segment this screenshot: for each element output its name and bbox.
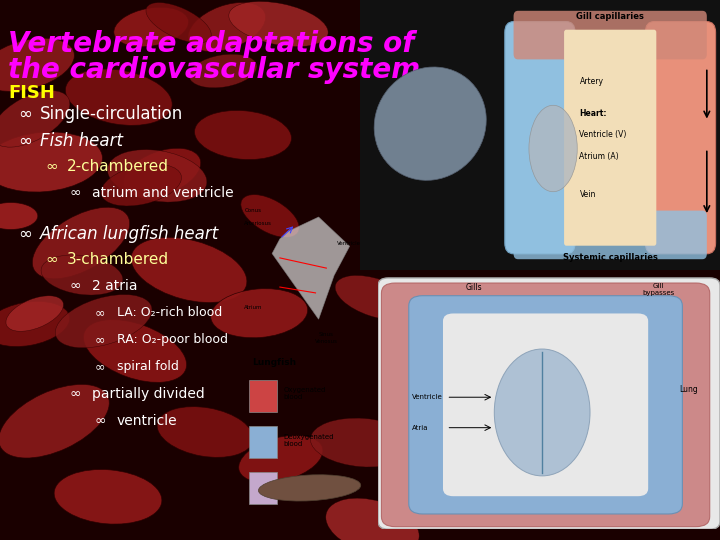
Ellipse shape [131, 238, 247, 302]
Ellipse shape [0, 132, 102, 192]
Ellipse shape [107, 150, 207, 202]
Ellipse shape [189, 54, 257, 88]
FancyBboxPatch shape [513, 11, 707, 59]
Ellipse shape [114, 7, 189, 47]
Text: Conus: Conus [244, 208, 261, 213]
Text: Lungfish: Lungfish [252, 358, 296, 367]
Bar [249, 426, 276, 458]
Text: Single-circulation: Single-circulation [40, 105, 184, 123]
Text: partially divided: partially divided [92, 387, 204, 401]
Text: FISH: FISH [8, 84, 55, 102]
Polygon shape [272, 217, 350, 319]
Ellipse shape [529, 105, 577, 192]
Text: ventricle: ventricle [117, 414, 178, 428]
Ellipse shape [0, 38, 74, 91]
Text: ∞: ∞ [70, 279, 81, 293]
Ellipse shape [66, 69, 172, 125]
Text: Venosus: Venosus [315, 339, 338, 344]
Text: Artery: Artery [580, 77, 603, 85]
Text: LA: O₂-rich blood: LA: O₂-rich blood [117, 306, 222, 319]
Bar [249, 472, 276, 504]
Text: Atria: Atria [412, 424, 428, 431]
Text: Vertebrate adaptations of: Vertebrate adaptations of [8, 30, 415, 58]
Text: Oxygenated
blood: Oxygenated blood [284, 387, 326, 400]
Text: Deoxygenated
blood: Deoxygenated blood [284, 434, 334, 447]
Text: ∞: ∞ [18, 105, 32, 123]
Text: ∞: ∞ [45, 252, 58, 267]
Text: African lungfish heart: African lungfish heart [40, 225, 220, 243]
Ellipse shape [157, 407, 253, 457]
Ellipse shape [32, 207, 130, 279]
Ellipse shape [229, 2, 328, 46]
Ellipse shape [326, 498, 419, 540]
Text: Ventricle: Ventricle [412, 394, 443, 400]
Ellipse shape [146, 3, 211, 43]
Ellipse shape [84, 320, 186, 382]
Text: ∞: ∞ [95, 360, 105, 373]
Ellipse shape [194, 110, 292, 160]
Text: Heart:: Heart: [580, 109, 607, 118]
Text: spiral fold: spiral fold [117, 360, 179, 373]
Ellipse shape [123, 148, 201, 198]
Text: ∞: ∞ [18, 132, 32, 150]
FancyBboxPatch shape [443, 313, 648, 496]
Text: Atrium (A): Atrium (A) [580, 152, 619, 161]
FancyBboxPatch shape [382, 283, 710, 526]
Ellipse shape [494, 349, 590, 476]
Text: Atrium: Atrium [244, 305, 263, 310]
Text: Gill capillaries: Gill capillaries [576, 12, 644, 21]
Text: ∞: ∞ [95, 414, 107, 428]
Ellipse shape [0, 384, 109, 458]
Text: Ventricle (V): Ventricle (V) [580, 131, 627, 139]
FancyBboxPatch shape [513, 211, 707, 259]
Text: Vein: Vein [580, 190, 596, 199]
Ellipse shape [54, 469, 162, 524]
Ellipse shape [101, 164, 181, 206]
Text: Gills: Gills [465, 283, 482, 292]
FancyBboxPatch shape [645, 22, 716, 254]
Text: ∞: ∞ [70, 186, 81, 200]
Text: Mixed blood: Mixed blood [284, 483, 325, 489]
Text: Arteriosus: Arteriosus [244, 221, 272, 226]
Text: Fish heart: Fish heart [40, 132, 123, 150]
Ellipse shape [6, 296, 63, 331]
Ellipse shape [41, 255, 123, 295]
Text: ∞: ∞ [70, 387, 81, 401]
Ellipse shape [310, 418, 415, 467]
Ellipse shape [0, 301, 70, 347]
Text: the cardiovascular system: the cardiovascular system [8, 56, 420, 84]
Bar [360, 0, 720, 270]
Text: ∞: ∞ [45, 159, 58, 174]
Text: Systemic capillaries: Systemic capillaries [563, 253, 657, 262]
Text: 3-chambered: 3-chambered [67, 252, 169, 267]
Text: Lung: Lung [679, 385, 698, 394]
Text: Gill
bypasses: Gill bypasses [642, 283, 675, 296]
Ellipse shape [0, 202, 37, 230]
Text: ∞: ∞ [95, 333, 105, 346]
Ellipse shape [239, 435, 323, 483]
FancyBboxPatch shape [378, 278, 720, 529]
Ellipse shape [374, 67, 486, 180]
Text: ∞: ∞ [18, 225, 32, 243]
Text: 2-chambered: 2-chambered [67, 159, 169, 174]
Text: RA: O₂-poor blood: RA: O₂-poor blood [117, 333, 228, 346]
FancyBboxPatch shape [409, 296, 683, 514]
Text: atrium and ventricle: atrium and ventricle [92, 186, 233, 200]
Text: ∞: ∞ [95, 306, 105, 319]
Bar [249, 380, 276, 411]
Text: Ventricle: Ventricle [337, 241, 361, 246]
Ellipse shape [188, 2, 266, 52]
FancyBboxPatch shape [505, 22, 575, 254]
Ellipse shape [0, 91, 70, 147]
Text: 2 atria: 2 atria [92, 279, 138, 293]
FancyBboxPatch shape [564, 30, 657, 246]
Ellipse shape [336, 275, 415, 320]
Ellipse shape [240, 194, 300, 238]
Ellipse shape [211, 288, 307, 338]
Ellipse shape [258, 475, 361, 501]
Text: Sinus: Sinus [319, 332, 334, 336]
Ellipse shape [55, 295, 152, 348]
